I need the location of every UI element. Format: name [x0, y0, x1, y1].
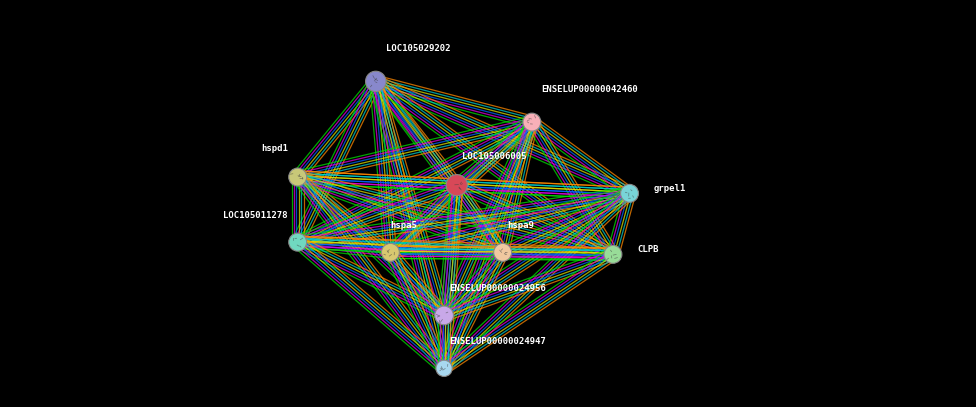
Text: hspd1: hspd1	[261, 144, 288, 153]
Ellipse shape	[604, 245, 622, 263]
Ellipse shape	[436, 360, 452, 376]
Ellipse shape	[382, 243, 399, 261]
Text: grpel1: grpel1	[654, 184, 686, 193]
Text: ENSELUP00000042460: ENSELUP00000042460	[542, 85, 638, 94]
Ellipse shape	[366, 71, 386, 92]
Ellipse shape	[621, 184, 638, 202]
Ellipse shape	[446, 175, 468, 196]
Text: CLPB: CLPB	[637, 245, 659, 254]
Ellipse shape	[494, 243, 511, 261]
Ellipse shape	[523, 113, 541, 131]
Text: LOC105006005: LOC105006005	[462, 152, 526, 161]
Text: LOC105029202: LOC105029202	[386, 44, 450, 53]
Text: hspa5: hspa5	[390, 221, 418, 230]
Text: ENSELUP00000024956: ENSELUP00000024956	[449, 284, 546, 293]
Text: ENSELUP00000024947: ENSELUP00000024947	[449, 337, 546, 346]
Text: hspa9: hspa9	[508, 221, 535, 230]
Text: LOC105011278: LOC105011278	[224, 211, 288, 220]
Ellipse shape	[289, 168, 306, 186]
Ellipse shape	[289, 233, 306, 251]
Ellipse shape	[434, 306, 454, 325]
